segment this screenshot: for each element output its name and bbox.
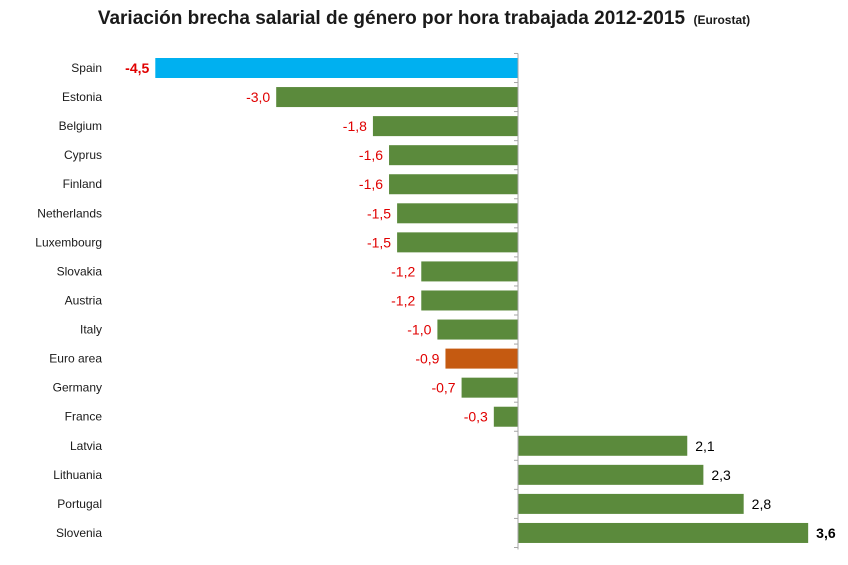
value-label-slovenia: 3,6 — [816, 525, 836, 541]
category-label-italy: Italy — [80, 323, 102, 337]
bar-luxembourg — [397, 232, 518, 253]
value-label-finland: -1,6 — [359, 176, 383, 192]
value-label-lithuania: 2,3 — [711, 467, 731, 483]
value-label-cyprus: -1,6 — [359, 147, 383, 163]
bar-euro-area — [445, 348, 518, 369]
bar-estonia — [276, 87, 518, 108]
bar-finland — [389, 174, 518, 195]
value-label-spain: -4,5 — [125, 60, 149, 76]
bar-germany — [461, 377, 518, 398]
bar-austria — [421, 290, 518, 311]
category-label-portugal: Portugal — [57, 497, 102, 511]
value-label-france: -0,3 — [464, 409, 488, 425]
chart-title-text: Variación brecha salarial de género por … — [97, 8, 686, 29]
bar-latvia — [518, 435, 688, 456]
value-label-euro-area: -0,9 — [415, 351, 439, 367]
value-label-austria: -1,2 — [391, 292, 415, 308]
value-label-portugal: 2,8 — [752, 496, 772, 512]
bar-slovenia — [518, 522, 809, 543]
category-label-spain: Spain — [71, 61, 102, 75]
value-label-latvia: 2,1 — [695, 438, 715, 454]
category-label-estonia: Estonia — [62, 90, 102, 104]
chart-title: Variación brecha salarial de género por … — [0, 8, 848, 30]
bar-italy — [437, 319, 518, 340]
category-label-germany: Germany — [53, 381, 102, 395]
category-label-cyprus: Cyprus — [64, 148, 102, 162]
bar-netherlands — [397, 203, 518, 224]
value-label-belgium: -1,8 — [343, 118, 367, 134]
bar-lithuania — [518, 464, 704, 485]
category-label-belgium: Belgium — [59, 119, 102, 133]
value-label-netherlands: -1,5 — [367, 205, 391, 221]
category-label-finland: Finland — [63, 177, 102, 191]
bar-belgium — [372, 116, 518, 137]
value-label-luxembourg: -1,5 — [367, 234, 391, 250]
chart-subtitle: (Eurostat) — [693, 13, 751, 27]
category-label-luxembourg: Luxembourg — [35, 235, 102, 249]
bar-cyprus — [389, 145, 518, 166]
category-label-euro-area: Euro area — [49, 352, 102, 366]
category-label-lithuania: Lithuania — [53, 468, 102, 482]
value-label-slovakia: -1,2 — [391, 263, 415, 279]
bar-slovakia — [421, 261, 518, 282]
bar-portugal — [518, 493, 744, 514]
bar-france — [493, 406, 518, 427]
category-label-netherlands: Netherlands — [37, 206, 102, 220]
category-label-latvia: Latvia — [70, 439, 102, 453]
category-label-france: France — [65, 410, 103, 424]
value-label-estonia: -3,0 — [246, 89, 270, 105]
bar-spain — [155, 58, 519, 78]
category-label-slovenia: Slovenia — [56, 526, 102, 540]
category-label-slovakia: Slovakia — [57, 264, 103, 278]
category-label-austria: Austria — [65, 293, 103, 307]
value-label-italy: -1,0 — [407, 322, 431, 338]
value-label-germany: -0,7 — [431, 380, 455, 396]
